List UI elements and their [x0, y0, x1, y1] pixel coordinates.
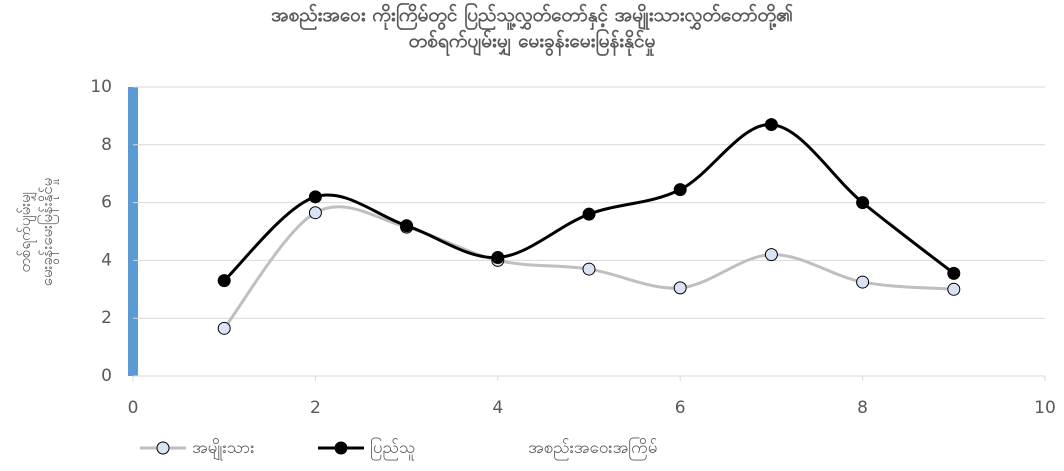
point — [491, 251, 505, 265]
point — [856, 275, 870, 289]
point — [217, 321, 231, 335]
x-tick-label: 4 — [492, 398, 503, 418]
legend-label: အစည်းအဝေးအကြိမ် — [528, 436, 657, 461]
y-tick-label: 8 — [101, 135, 112, 155]
x-tick-label: 0 — [128, 398, 139, 418]
point — [856, 196, 870, 210]
point — [947, 282, 961, 296]
x-tick-label: 8 — [857, 398, 868, 418]
legend-marker — [156, 441, 170, 455]
y-axis-label: တစ်ရက်ပျမ်းမျှ မေးခွန်းမေးမြန်းနိုင်မှု — [16, 177, 56, 287]
legend-label: အမျိုးသား — [192, 438, 255, 461]
x-tick-label: 10 — [1034, 398, 1056, 418]
y-tick-label: 0 — [101, 366, 112, 386]
point — [308, 206, 322, 220]
legend-label: ပြည်သူ — [370, 436, 415, 461]
point — [217, 274, 231, 288]
point — [673, 183, 687, 197]
point — [673, 281, 687, 295]
point — [582, 262, 596, 276]
y-tick-label: 10 — [90, 77, 112, 97]
axis-highlight — [128, 87, 138, 376]
point — [764, 248, 778, 262]
legend-marker — [334, 441, 348, 455]
y-tick-label: 4 — [101, 250, 112, 270]
y-tick-label: 6 — [101, 193, 112, 213]
point — [308, 190, 322, 204]
x-tick-label: 2 — [310, 398, 321, 418]
point — [582, 207, 596, 221]
point — [764, 118, 778, 132]
y-tick-label: 2 — [101, 308, 112, 328]
chart-title: အစည်းအဝေး ကိုးကြိမ်တွင် ပြည်သူ့လွှတ်တော်… — [271, 4, 793, 52]
x-tick-label: 6 — [675, 398, 686, 418]
point — [947, 266, 961, 280]
point — [400, 219, 414, 233]
